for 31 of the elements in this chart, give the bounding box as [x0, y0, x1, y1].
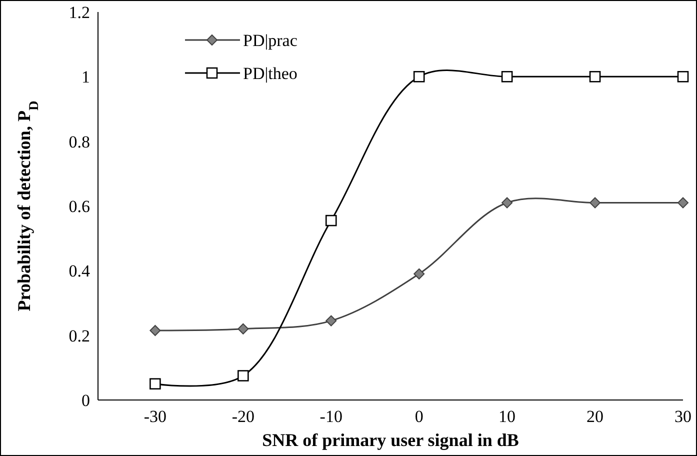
y-tick-label: 0.4: [68, 262, 90, 281]
point: [678, 197, 688, 208]
legend-label: PD|prac: [243, 30, 298, 50]
point: [501, 71, 513, 82]
point: [677, 71, 689, 82]
y-tick-label: 1: [82, 68, 90, 87]
x-axis-title: SNR of primary user signal in dB: [262, 430, 519, 450]
y-tick-label: 0.2: [68, 326, 90, 346]
point: [238, 370, 249, 382]
point: [150, 378, 161, 390]
point: [325, 214, 337, 226]
point: [414, 268, 425, 280]
x-tick-label: -30: [144, 407, 167, 426]
point: [238, 323, 249, 334]
point: [590, 197, 601, 208]
x-tick-label: 30: [674, 407, 692, 426]
point: [413, 71, 425, 82]
x-tick-label: 0: [414, 407, 424, 426]
point: [589, 71, 601, 82]
x-tick-label: -10: [320, 407, 342, 426]
point: [326, 315, 337, 326]
x-tick-label: -20: [232, 407, 254, 426]
y-tick-label: 0.8: [68, 132, 90, 152]
y-tick-label: 1.2: [68, 2, 90, 22]
point: [502, 197, 513, 208]
x-tick-label: 20: [586, 407, 604, 426]
y-tick-label: 0: [82, 390, 90, 410]
point: [150, 324, 161, 336]
x-tick-label: 10: [498, 407, 516, 426]
legend-label: PD|theo: [243, 64, 298, 83]
y-tick-label: 0.6: [68, 196, 90, 216]
